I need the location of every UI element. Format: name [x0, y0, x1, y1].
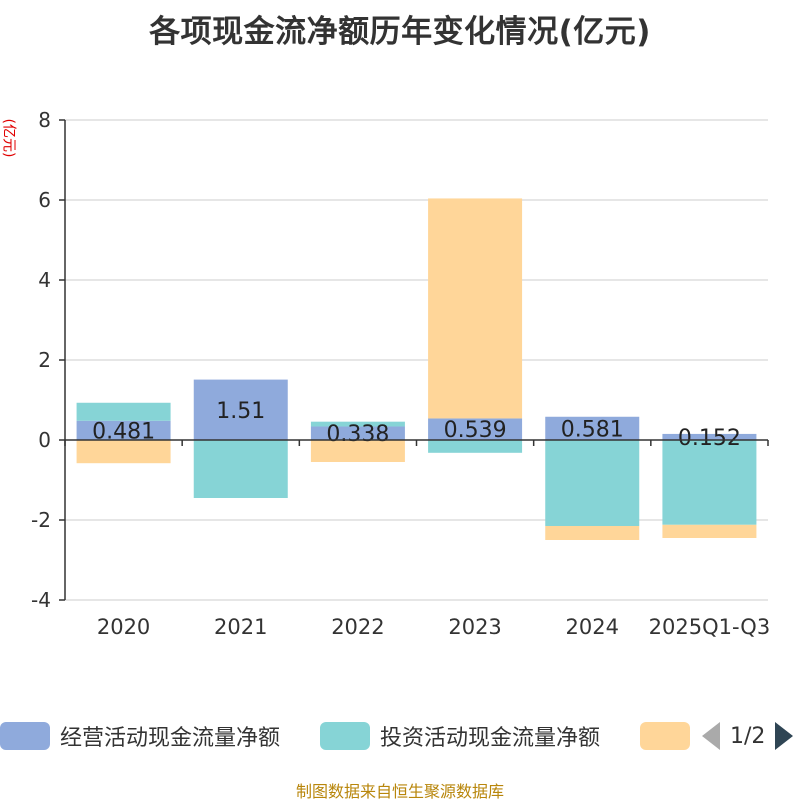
- bar-series2-2023: [428, 198, 523, 419]
- y-tick-label: 8: [38, 108, 51, 132]
- bar-series1-2021: [193, 440, 288, 498]
- data-label-2025Q1-Q3: 0.152: [678, 426, 741, 451]
- x-tick-label-2021: 2021: [214, 615, 267, 639]
- bar-series0-2024: [545, 416, 640, 440]
- x-tick-label-2022: 2022: [331, 615, 384, 639]
- bar-series1-2024: [545, 440, 640, 526]
- legend-label-investing: 投资活动现金流量净额: [380, 726, 601, 751]
- bar-series0-2021: [193, 379, 288, 440]
- bar-series1-2020: [76, 402, 171, 421]
- legend-prev-icon[interactable]: [702, 722, 720, 750]
- bar-series0-2023: [428, 418, 523, 440]
- bar-series2-2022: [310, 440, 405, 462]
- bar-series1-2023: [428, 440, 523, 453]
- y-tick-label: 4: [38, 268, 51, 292]
- y-tick-label: -2: [31, 508, 51, 532]
- legend: 经营活动现金流量净额 投资活动现金流量净额 1/2: [0, 716, 800, 756]
- bar-series0-2025Q1-Q3: [662, 433, 757, 440]
- bar-series0-2022: [310, 426, 405, 440]
- legend-swatch-operating: [0, 722, 50, 750]
- legend-page-indicator: 1/2: [730, 723, 766, 749]
- legend-item-investing[interactable]: 投资活动现金流量净额: [320, 716, 600, 756]
- y-tick-label: -4: [31, 588, 51, 612]
- y-tick-label: 2: [38, 348, 51, 372]
- legend-item-financing[interactable]: [640, 716, 690, 756]
- bar-series1-2022: [310, 421, 405, 427]
- chart-title: 各项现金流净额历年变化情况(亿元): [149, 14, 651, 50]
- data-label-2023: 0.539: [444, 418, 507, 443]
- x-tick-label-2023: 2023: [448, 615, 501, 639]
- data-label-2022: 0.338: [326, 422, 389, 447]
- bar-series2-2020: [76, 440, 171, 464]
- legend-label-operating: 经营活动现金流量净额: [60, 726, 281, 751]
- y-tick-label: 6: [38, 188, 51, 212]
- bar-series1-2025Q1-Q3: [662, 440, 757, 525]
- legend-swatch-investing: [320, 722, 370, 750]
- bar-series0-2020: [76, 420, 171, 440]
- legend-pager: 1/2: [702, 716, 794, 756]
- legend-item-operating[interactable]: 经营活动现金流量净额: [0, 716, 280, 756]
- data-label-2021: 1.51: [216, 399, 265, 424]
- legend-swatch-financing: [640, 722, 690, 750]
- data-source-note: 制图数据来自恒生聚源数据库: [295, 782, 504, 801]
- data-label-2024: 0.581: [561, 417, 624, 442]
- x-tick-label-2024: 2024: [566, 615, 619, 639]
- y-tick-label: 0: [38, 428, 51, 452]
- x-tick-label-2020: 2020: [97, 615, 150, 639]
- bar-series2-2024: [545, 526, 640, 540]
- legend-next-icon[interactable]: [775, 722, 794, 750]
- bar-series2-2025Q1-Q3: [662, 524, 757, 538]
- x-tick-label-2025Q1-Q3: 2025Q1-Q3: [649, 615, 771, 639]
